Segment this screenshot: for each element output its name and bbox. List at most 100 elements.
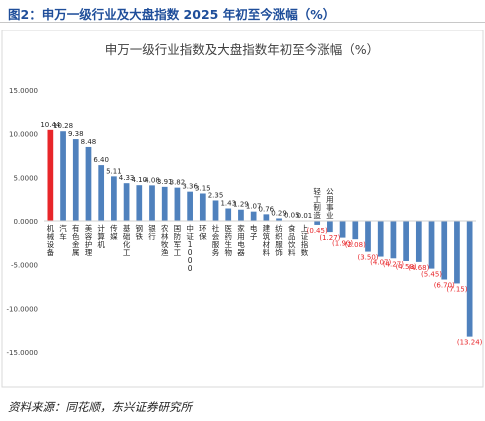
bar — [199, 193, 206, 221]
bar — [98, 165, 105, 221]
category-label: 建筑材料 — [263, 223, 271, 257]
bar — [377, 221, 384, 257]
bar — [187, 191, 193, 221]
bar — [85, 146, 92, 221]
value-label: (5.45) — [421, 271, 442, 279]
category-label: 环保 — [199, 224, 207, 241]
category-label: 钢铁 — [136, 223, 144, 241]
bar — [161, 186, 168, 221]
bar — [263, 214, 270, 221]
value-label: 8.48 — [81, 138, 97, 146]
value-label: 1.07 — [246, 203, 262, 211]
value-label: (1.90) — [332, 240, 353, 248]
category-label: 公用事业 — [326, 187, 334, 220]
value-label: (2.08) — [345, 241, 366, 249]
value-label: 9.38 — [68, 130, 84, 138]
value-label: 0.76 — [259, 205, 275, 213]
bar — [339, 221, 346, 238]
value-label: (1.27) — [319, 234, 340, 242]
bar — [225, 208, 232, 221]
category-label: 计算机 — [97, 223, 105, 249]
bar — [352, 221, 359, 240]
bar — [390, 221, 397, 259]
title-divider — [0, 22, 485, 23]
value-label: (4.58) — [396, 263, 417, 271]
value-label: (4.68) — [408, 264, 429, 272]
category-label: 电子 — [250, 223, 258, 241]
category-label: 医药生物 — [224, 224, 232, 257]
value-label: 4.33 — [119, 174, 135, 182]
value-label: (13.24) — [457, 339, 483, 347]
bar — [72, 139, 79, 221]
category-label: 食品饮料 — [288, 223, 296, 257]
bar — [60, 131, 66, 221]
category-label: 纺织服饰 — [275, 223, 283, 257]
value-label: 3.15 — [195, 184, 211, 192]
bar — [136, 185, 143, 221]
bar — [365, 221, 371, 252]
value-label: 10.44 — [40, 121, 61, 129]
value-label: 1.29 — [233, 201, 249, 209]
value-label: (7.15) — [446, 285, 467, 293]
bar — [441, 221, 448, 280]
bar — [111, 176, 117, 221]
category-label: 轻工制造 — [313, 186, 321, 220]
value-labels-group: 10.4410.289.388.486.405.114.334.104.083.… — [40, 121, 482, 347]
value-label: 0.01 — [297, 212, 313, 220]
category-label: 家用电器 — [237, 223, 245, 257]
bar — [47, 129, 54, 221]
y-tick-label: 10.0000 — [9, 131, 38, 139]
bar — [466, 221, 473, 337]
category-label: 机械设备 — [47, 223, 55, 257]
value-label: 10.28 — [53, 122, 73, 130]
bar — [454, 221, 460, 284]
bar — [415, 221, 422, 262]
category-label: 中证 1 0 0 0 — [186, 223, 194, 273]
bar — [276, 218, 282, 221]
category-label: 农林牧渔 — [161, 223, 169, 257]
category-label: 美容护理 — [85, 223, 93, 257]
value-label: (0.45) — [307, 227, 328, 235]
bar — [212, 200, 219, 221]
y-tick-label: -10.0000 — [7, 305, 38, 313]
category-label: 有色金属 — [72, 223, 80, 257]
source-note: 资料来源：同花顺，东兴证券研究所 — [8, 400, 192, 414]
bar — [123, 183, 130, 221]
figure-title: 图2：申万一级行业及大盘指数 2025 年初至今涨幅（%） — [8, 7, 336, 22]
y-tick-label: -5.0000 — [11, 262, 38, 270]
value-label: 4.10 — [131, 176, 147, 184]
value-label: (3.50) — [357, 254, 378, 262]
y-axis: 15.0000 10.0000 5.0000 0.0000 -5.0000 -10.000… — [7, 87, 38, 357]
bar-chart: 申万一级行业指数及大盘指数年初至今涨幅（%） 15.0000 10.0000 5.0… — [1, 29, 484, 388]
category-label: 基础化工 — [123, 223, 131, 257]
value-label: (4.07) — [370, 259, 391, 267]
value-label: (4.27) — [383, 260, 404, 268]
category-label: 社会服务 — [212, 223, 220, 257]
value-label: 3.91 — [157, 178, 173, 186]
category-label: 国防军工 — [174, 224, 182, 257]
bar — [174, 187, 181, 221]
bar — [327, 221, 333, 233]
value-label: 6.40 — [93, 156, 109, 164]
bars-group — [47, 129, 473, 337]
value-label: 4.08 — [144, 176, 160, 184]
bar — [428, 221, 435, 269]
value-label: 3.36 — [182, 183, 198, 191]
value-label: 2.35 — [208, 191, 224, 199]
bar — [314, 221, 321, 225]
chart-border — [1, 29, 484, 388]
category-label: 汽车 — [59, 223, 67, 241]
bar — [250, 211, 257, 221]
y-tick-label: 5.0000 — [14, 174, 39, 182]
category-label: 上证指数 — [301, 224, 309, 257]
value-label: 1.43 — [220, 200, 236, 208]
value-label: 3.82 — [170, 179, 186, 187]
chart-title: 申万一级行业指数及大盘指数年初至今涨幅（%） — [105, 42, 379, 57]
bar — [149, 185, 155, 221]
y-tick-label: 15.0000 — [9, 87, 38, 95]
y-tick-label: 0.0000 — [14, 218, 39, 226]
chart-panel: 申万一级行业指数及大盘指数年初至今涨幅（%） 15.0000 10.0000 5.0… — [0, 29, 485, 390]
bar — [403, 221, 409, 261]
bar — [238, 209, 244, 221]
